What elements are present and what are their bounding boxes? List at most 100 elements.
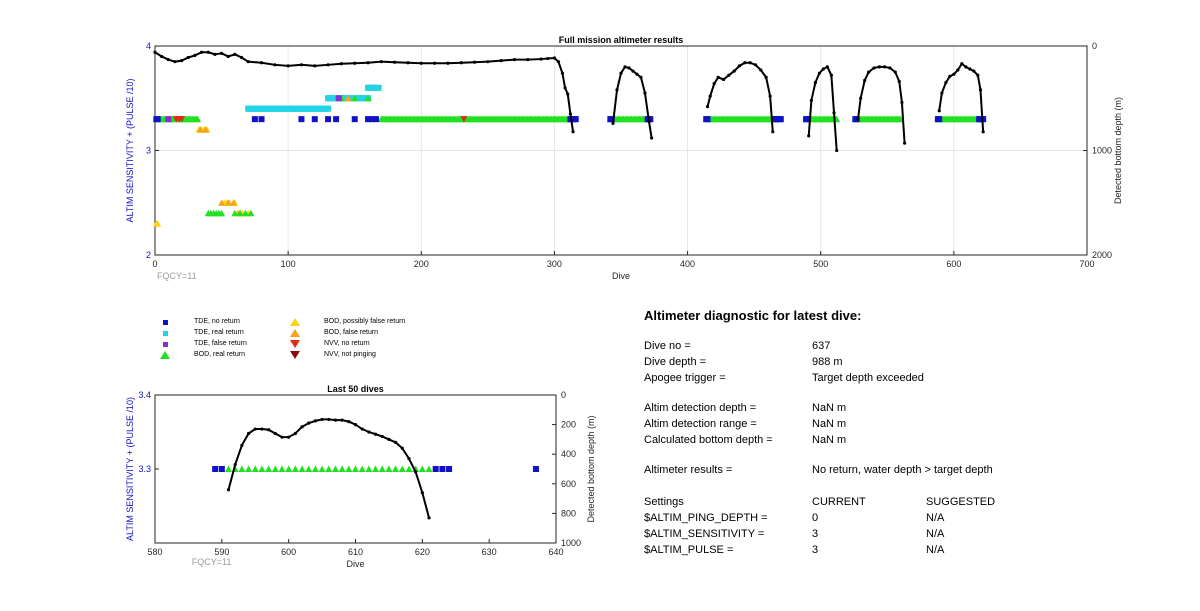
full-xtick-label: 600: [946, 259, 961, 269]
legend-label: NVV, not pinging: [324, 351, 376, 358]
last50-y2tick-label: 200: [561, 420, 576, 430]
full-marker-tde_no_return: [154, 116, 161, 123]
last50-depth-point: [420, 491, 424, 495]
full-marker-bod_false_return: [344, 94, 352, 102]
full-marker-tde_no_return: [351, 116, 358, 123]
full-depth-point: [893, 70, 897, 74]
full-marker-tde_real_return: [375, 84, 382, 91]
last50-marker-bod_real_return: [425, 465, 433, 472]
last50-depth-point: [373, 432, 378, 436]
last50-depth-point: [333, 418, 338, 422]
last50-depth-point: [327, 417, 331, 422]
last50-marker-bod_real_return: [352, 465, 359, 472]
diagnostic-label: $ALTIM_PING_DEPTH =: [644, 512, 768, 524]
full-marker-tde_no_return: [373, 116, 380, 123]
diagnostic-row: Apogee trigger = Target depth exceeded: [644, 372, 1164, 386]
last50-marker-bod_real_return: [258, 465, 266, 472]
full-fqcy-annotation: FQCY=11: [157, 271, 197, 281]
full-depth-point: [976, 73, 980, 77]
full-depth-point: [353, 61, 357, 65]
legend-marker: [290, 329, 300, 337]
diagnostic-value: 988 m: [812, 356, 843, 368]
full-depth-point: [721, 77, 726, 82]
full-depth-point: [635, 72, 639, 76]
diagnostic-value: CURRENT: [812, 496, 866, 508]
last50-y2tick-label: 400: [561, 449, 576, 459]
diagnostic-label: Apogee trigger =: [644, 372, 726, 384]
last50-depth-point: [353, 423, 358, 427]
full-marker-tde_no_return: [777, 116, 784, 123]
last50-marker-bod_real_return: [392, 465, 400, 472]
diagnostic-suggested: SUGGESTED: [926, 496, 996, 508]
last50-marker-bod_real_return: [298, 465, 306, 472]
full-depth-point: [716, 75, 720, 79]
full-marker-bod_real_return: [247, 209, 255, 217]
diagnostic-value: Target depth exceeded: [812, 372, 924, 384]
last50-depth-point: [380, 434, 384, 439]
last50-marker-bod_real_return: [225, 465, 233, 472]
last50-depth-point: [253, 427, 257, 431]
last50-depth-point: [267, 428, 271, 432]
full-marker-tde_no_return: [647, 116, 654, 123]
full-marker-bod_false_return: [202, 126, 210, 133]
full-depth-point: [186, 55, 190, 60]
last50-marker-bod_real_return: [325, 465, 333, 472]
full-depth-point: [817, 71, 821, 75]
full-depth-point: [406, 61, 410, 65]
full-depth-point: [552, 56, 557, 60]
diagnostic-label: $ALTIM_PULSE =: [644, 544, 734, 556]
last50-xtick-label: 580: [147, 547, 162, 557]
last50-depth-point: [233, 462, 237, 467]
full-marker-bod_real_return: [242, 209, 250, 217]
full-depth-point: [219, 51, 224, 55]
full-chart-title: Full mission altimeter results: [559, 35, 684, 45]
diagnostic-row: Altim detection depth = NaN m: [644, 402, 1164, 416]
full-depth-line: [807, 65, 838, 151]
last50-marker-bod_real_return: [238, 465, 246, 472]
diagnostic-suggested: N/A: [926, 512, 945, 524]
last50-depth-point: [293, 431, 297, 436]
full-depth-point: [708, 94, 712, 98]
last50-chart-title: Last 50 dives: [327, 384, 384, 394]
full-depth-point: [732, 69, 736, 73]
full-depth-point: [872, 66, 876, 70]
full-depth-point: [737, 64, 742, 68]
legend-marker: [290, 318, 300, 326]
full-depth-point: [627, 66, 631, 70]
last50-depth-point: [340, 418, 344, 422]
last50-depth-point: [260, 427, 264, 431]
full-depth-point: [883, 65, 887, 69]
full-depth-point: [173, 60, 177, 64]
full-depth-point: [560, 71, 565, 75]
legend-marker: [290, 340, 300, 348]
last50-marker-bod_real_return: [398, 465, 406, 472]
legend-label: BOD, real return: [194, 351, 245, 358]
full-depth-point: [650, 136, 654, 140]
diagnostic-row: Dive no = 637: [644, 340, 1164, 354]
full-y2tick-label: 0: [1092, 41, 1097, 51]
full-depth-point: [940, 91, 944, 95]
full-marker-tde_no_return: [311, 116, 318, 123]
diagnostic-row: Altimeter results = No return, water dept…: [644, 464, 1164, 478]
full-marker-bod_real_return: [231, 209, 239, 217]
full-depth-point: [809, 98, 813, 102]
last50-y-axis-label: ALTIM SENSITIVITY + (PULSE /10): [125, 397, 135, 541]
full-depth-point: [259, 61, 264, 65]
full-marker-tde_no_return: [325, 116, 332, 123]
full-x-axis-label: Dive: [612, 271, 630, 281]
full-marker-bod_real_return: [218, 209, 226, 217]
full-depth-point: [433, 61, 437, 65]
full-depth-point: [326, 63, 330, 67]
last50-marker-tde_no_return: [212, 466, 219, 472]
last50-depth-point: [394, 440, 398, 444]
legend-marker: [163, 320, 168, 325]
diagnostic-row: Calculated bottom depth = NaN m: [644, 434, 1164, 448]
full-depth-point: [835, 148, 839, 153]
last50-depth-point: [287, 435, 291, 439]
full-depth-point: [639, 75, 643, 79]
full-depth-point: [964, 65, 968, 69]
legend-label: BOD, possibly false return: [324, 318, 406, 325]
full-marker-bod_false_return: [230, 199, 238, 206]
full-depth-point: [568, 112, 573, 116]
last50-marker-bod_real_return: [372, 465, 380, 472]
